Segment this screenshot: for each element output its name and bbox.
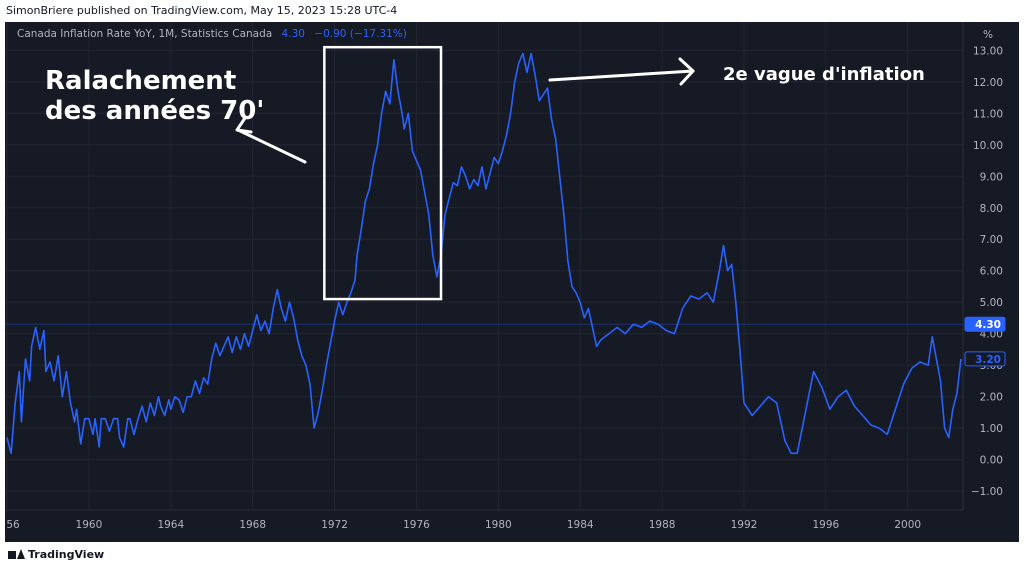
series-legend: Canada Inflation Rate YoY, 1M, Statistic… [17, 28, 407, 40]
footer-bar: TradingView [0, 542, 1024, 568]
y-tick-label: 7.00 [980, 234, 1003, 246]
y-tick-label: 1.00 [980, 423, 1003, 435]
y-tick-label: 5.00 [980, 297, 1003, 309]
highlight-box-70s [323, 45, 443, 301]
annotation-left-line1: Ralachement [45, 66, 237, 96]
publisher-info: SimonBriere published on TradingView.com… [6, 4, 398, 17]
x-tick-label: 1988 [649, 519, 676, 531]
arrow-left-shaft [236, 128, 307, 164]
y-tick-label: 9.00 [980, 171, 1003, 183]
x-tick-label: 2000 [894, 519, 921, 531]
x-tick-label: 1968 [239, 519, 266, 531]
x-tick-label: 1976 [403, 519, 430, 531]
x-tick-label: 1960 [76, 519, 103, 531]
x-tick-label: 1996 [812, 519, 839, 531]
x-tick-label: 1964 [157, 519, 184, 531]
series-value: 4.30 [281, 28, 305, 40]
top-bar: SimonBriere published on TradingView.com… [0, 0, 1024, 22]
y-tick-label: 8.00 [980, 203, 1003, 215]
inflation-series-line [6, 52, 962, 455]
secondary-value-label: 3.20 [975, 354, 1001, 366]
x-tick-label: 1980 [485, 519, 512, 531]
tradingview-logo[interactable]: TradingView [8, 548, 104, 561]
y-tick-label: 13.00 [973, 45, 1003, 57]
annotation-right: 2e vague d'inflation [723, 64, 925, 85]
arrow-right-head [678, 57, 695, 86]
last-value-label-bg [964, 316, 1006, 332]
y-tick-label: −1.00 [971, 486, 1003, 498]
annotation-left: Ralachement des années 70' [45, 66, 264, 126]
series-change: −0.90 (−17.31%) [314, 28, 407, 40]
secondary-value-label-bg [964, 351, 1006, 367]
y-tick-label: 10.00 [973, 140, 1003, 152]
chart-svg[interactable]: −1.000.001.002.003.004.005.006.007.008.0… [5, 22, 1019, 542]
y-tick-label: 11.00 [973, 108, 1003, 120]
arrow-right-shaft [548, 69, 695, 82]
y-axis-unit: % [983, 29, 993, 41]
arrow-left-head [235, 116, 253, 134]
y-tick-label: 12.00 [973, 77, 1003, 89]
y-tick-label: 0.00 [980, 455, 1003, 467]
x-tick-label: 1972 [321, 519, 348, 531]
x-tick-label: 56 [6, 519, 20, 531]
y-tick-label: 6.00 [980, 266, 1003, 278]
x-tick-label: 1984 [567, 519, 594, 531]
tradingview-icon [8, 549, 25, 559]
tradingview-brand: TradingView [28, 548, 105, 561]
last-value-label: 4.30 [975, 319, 1001, 331]
series-name: Canada Inflation Rate YoY, 1M, Statistic… [17, 28, 273, 40]
y-tick-label: 2.00 [980, 392, 1003, 404]
chart-panel[interactable]: −1.000.001.002.003.004.005.006.007.008.0… [5, 22, 1019, 542]
x-tick-label: 1992 [731, 519, 758, 531]
annotation-left-line2: des années 70' [45, 96, 265, 126]
